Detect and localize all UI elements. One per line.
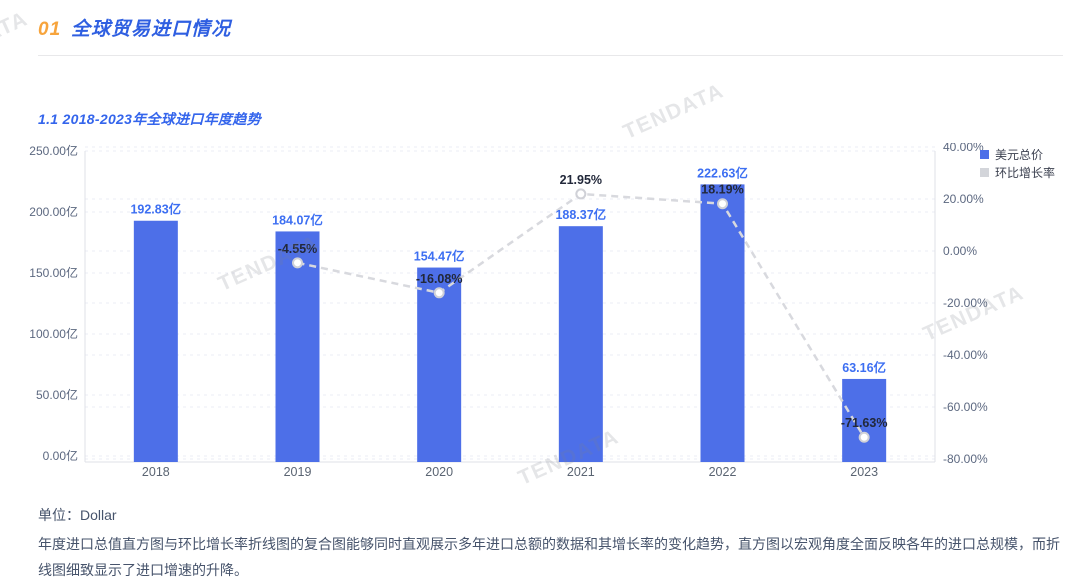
right-axis-tick: -20.00% xyxy=(943,296,988,310)
x-axis-label-2019: 2019 xyxy=(284,465,312,479)
bar-2019 xyxy=(275,231,320,462)
legend-swatch-line xyxy=(980,167,989,177)
pct-label-2023: -71.63% xyxy=(841,416,888,430)
bar-label-2020: 154.47亿 xyxy=(414,249,465,264)
legend-item-growth-rate[interactable]: 环比增长率 xyxy=(980,163,1055,181)
legend-label-line: 环比增长率 xyxy=(995,165,1056,180)
x-axis-label-2020: 2020 xyxy=(425,465,453,479)
bar-label-2023: 63.16亿 xyxy=(842,360,886,375)
x-axis-label-2021: 2021 xyxy=(567,465,595,479)
bar-2018 xyxy=(133,220,178,462)
legend-swatch-bar xyxy=(980,149,989,159)
chart-canvas: 192.83亿 184.07亿 154.47亿 188.37亿 222.63亿 63.16… xyxy=(29,143,988,479)
bar-label-2022: 222.63亿 xyxy=(697,165,748,180)
left-axis-tick: 100.00亿 xyxy=(29,326,78,341)
bar-label-2018: 192.83亿 xyxy=(130,202,181,217)
right-axis-tick: -40.00% xyxy=(943,348,988,362)
bar-2020 xyxy=(417,267,462,462)
line-marker-2023 xyxy=(858,431,870,443)
left-axis-tick: 0.00亿 xyxy=(43,448,78,463)
left-axis-tick: 200.00亿 xyxy=(29,204,78,219)
tendata-watermark: TENDATA xyxy=(0,7,32,72)
bar-label-2019: 184.07亿 xyxy=(272,212,323,227)
left-axis-tick: 250.00亿 xyxy=(29,143,78,158)
pct-label-2021: 21.95% xyxy=(560,173,602,187)
header-divider xyxy=(38,55,1063,56)
chart-description: 年度进口总值直方图与环比增长率折线图的复合图能够同时直观展示多年进口总额的数据和… xyxy=(38,536,1060,578)
right-axis-tick: -60.00% xyxy=(943,400,988,414)
line-marker-2019 xyxy=(292,257,303,269)
right-axis-tick: 20.00% xyxy=(943,192,984,206)
x-axis-label-2023: 2023 xyxy=(850,465,878,479)
legend-label-bar: 美元总价 xyxy=(995,147,1044,162)
bar-2021 xyxy=(558,226,603,462)
bar-2023 xyxy=(842,378,887,462)
left-axis-tick: 150.00亿 xyxy=(29,265,78,280)
bar-label-2021: 188.37亿 xyxy=(555,207,606,222)
pct-label-2019: -4.55% xyxy=(278,242,318,256)
trend-combo-chart: 192.83亿 184.07亿 154.47亿 188.37亿 222.63亿 63.16… xyxy=(0,143,1080,495)
right-axis-tick: 0.00% xyxy=(943,244,977,258)
line-marker-2020 xyxy=(433,287,445,299)
left-axis-tick: 50.00亿 xyxy=(36,387,78,402)
section-title: 全球贸易进口情况 xyxy=(71,19,232,40)
right-axis-tick: -80.00% xyxy=(943,452,988,466)
chart-legend: 美元总价 环比增长率 xyxy=(980,145,1055,181)
pct-label-2020: -16.08% xyxy=(416,272,463,286)
chart-subtitle: 1.1 2018-2023年全球进口年度趋势 xyxy=(38,111,261,127)
section-heading: 01 全球贸易进口情况 xyxy=(38,18,1063,42)
unit-label: 单位：Dollar xyxy=(38,507,117,523)
bar-2022 xyxy=(700,184,745,462)
line-marker-2021 xyxy=(575,188,587,200)
line-marker-2022 xyxy=(717,198,728,210)
x-axis-label-2018: 2018 xyxy=(142,465,170,479)
legend-item-usd-total[interactable]: 美元总价 xyxy=(980,145,1055,163)
pct-label-2022: 18.19% xyxy=(701,183,743,197)
section-number: 01 xyxy=(38,19,62,40)
right-axis-tick: 40.00% xyxy=(943,143,984,154)
x-axis-label-2022: 2022 xyxy=(709,465,737,479)
